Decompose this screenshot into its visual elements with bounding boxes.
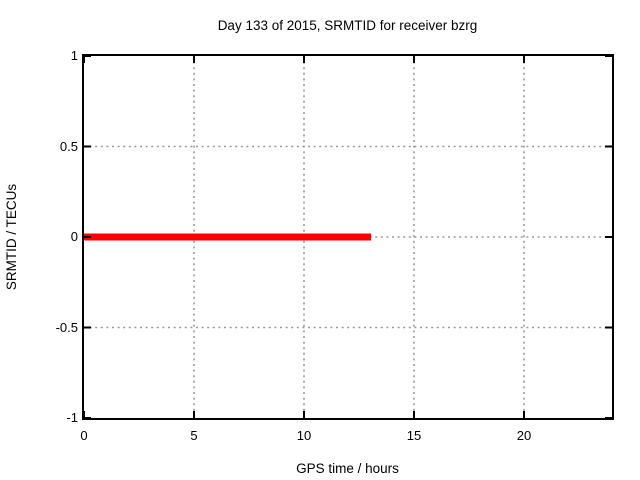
x-axis-label: GPS time / hours [296,461,399,476]
x-tick-label: 5 [190,428,198,443]
x-tick-label: 0 [80,428,88,443]
plot-border [82,54,614,420]
plot-area [82,54,614,420]
y-tick-label: -1 [66,410,78,425]
x-tick-label: 10 [296,428,312,443]
x-tick-label: 20 [516,428,532,443]
y-tick-label: 1 [70,48,78,63]
x-tick-label: 15 [406,428,422,443]
y-tick-label: 0.5 [59,138,78,154]
y-tick-label: 0 [70,229,78,244]
y-tick-label: -0.5 [55,319,78,335]
plot-title: Day 133 of 2015, SRMTID for receiver bzr… [217,18,478,33]
